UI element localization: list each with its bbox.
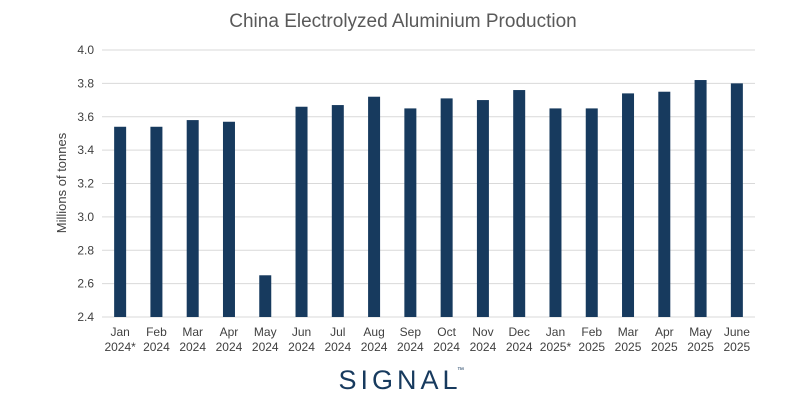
- x-tick-year: 2024: [470, 340, 497, 354]
- x-tick-month: Mar: [618, 325, 639, 339]
- bar-mar-2025: [622, 93, 635, 317]
- x-tick-year: 2024: [397, 340, 424, 354]
- bars: [114, 80, 743, 318]
- x-tick-month: Jul: [330, 325, 345, 339]
- bar-jan-2025: [549, 108, 562, 317]
- x-tick-month: Jan: [546, 325, 565, 339]
- x-tick-labels: Jan2024*Feb2024Mar2024Apr2024May2024Jun2…: [104, 325, 750, 354]
- x-tick-year: 2024: [506, 340, 533, 354]
- x-tick-month: Mar: [182, 325, 203, 339]
- x-tick-month: Sep: [400, 325, 422, 339]
- y-tick-label: 2.4: [77, 310, 94, 324]
- x-tick-year: 2025: [578, 340, 605, 354]
- x-tick-year: 2025: [651, 340, 678, 354]
- x-tick-year: 2024: [252, 340, 279, 354]
- bar-may-2024: [259, 275, 272, 317]
- x-tick-year: 2024: [288, 340, 315, 354]
- x-tick-month: May: [254, 325, 277, 339]
- x-tick-month: Nov: [472, 325, 493, 339]
- y-tick-label: 3.4: [77, 143, 94, 157]
- x-tick-month: Jun: [292, 325, 311, 339]
- x-tick-month: Aug: [363, 325, 384, 339]
- x-tick-month: Oct: [437, 325, 456, 339]
- y-tick-label: 3.6: [77, 110, 94, 124]
- logo-trademark: ™: [457, 367, 464, 374]
- x-tick-month: May: [689, 325, 712, 339]
- logo-text: SIGNAL: [338, 365, 461, 395]
- bar-feb-2024: [150, 126, 163, 317]
- bar-mar-2024: [186, 120, 199, 318]
- chart-title: China Electrolyzed Aluminium Production: [229, 11, 576, 32]
- x-tick-year: 2024: [216, 340, 243, 354]
- x-tick-year: 2025: [724, 340, 751, 354]
- x-tick-month: Feb: [581, 325, 602, 339]
- bar-nov-2024: [476, 100, 489, 317]
- bar-feb-2025: [585, 108, 598, 317]
- bar-aug-2024: [368, 96, 381, 317]
- signal-logo: SIGNAL ™: [338, 365, 464, 395]
- x-tick-year: 2024*: [104, 340, 136, 354]
- x-tick-month: Apr: [655, 325, 674, 339]
- x-tick-year: 2024: [179, 340, 206, 354]
- x-tick-year: 2025: [615, 340, 642, 354]
- x-tick-month: Jan: [110, 325, 129, 339]
- bar-jun-2024: [295, 106, 308, 317]
- y-tick-labels: 2.4 2.6 2.8 3.0 3.2 3.4 3.6 3.8 4.0: [77, 43, 94, 324]
- y-tick-label: 2.8: [77, 243, 94, 257]
- bar-jul-2024: [331, 105, 344, 317]
- x-tick-month: June: [724, 325, 750, 339]
- x-tick-month: Apr: [220, 325, 239, 339]
- y-tick-label: 4.0: [77, 43, 94, 57]
- bar-jan-2024: [114, 126, 127, 317]
- y-tick-label: 3.0: [77, 210, 94, 224]
- x-tick-year: 2024: [324, 340, 351, 354]
- y-tick-label: 3.8: [77, 76, 94, 90]
- bar-may-2025: [694, 80, 707, 317]
- y-tick-label: 3.2: [77, 177, 94, 191]
- x-tick-year: 2025*: [540, 340, 572, 354]
- bar-june-2025: [730, 83, 743, 317]
- bar-sep-2024: [404, 108, 417, 317]
- gridlines: [102, 49, 755, 318]
- bar-apr-2024: [222, 121, 235, 317]
- bar-dec-2024: [513, 90, 526, 317]
- x-tick-year: 2024: [433, 340, 460, 354]
- x-tick-year: 2025: [687, 340, 714, 354]
- y-tick-label: 2.6: [77, 277, 94, 291]
- x-tick-year: 2024: [143, 340, 170, 354]
- y-axis-label: Millions of tonnes: [54, 132, 69, 233]
- bar-apr-2025: [658, 91, 671, 317]
- bar-oct-2024: [440, 98, 453, 317]
- x-tick-year: 2024: [361, 340, 388, 354]
- x-tick-month: Dec: [509, 325, 530, 339]
- x-tick-month: Feb: [146, 325, 167, 339]
